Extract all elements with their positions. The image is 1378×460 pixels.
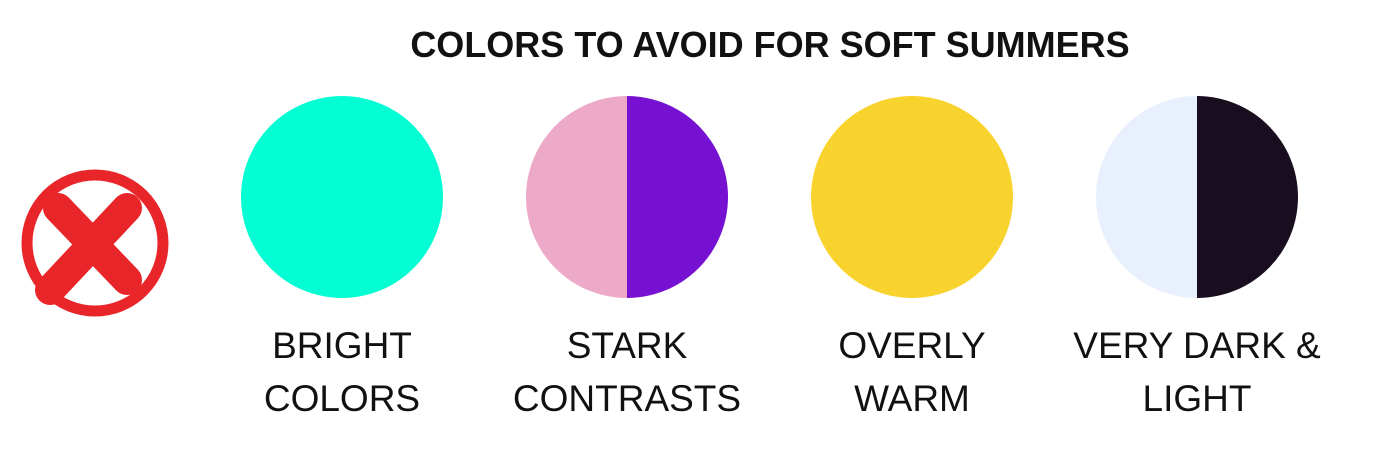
avoid-icon — [21, 169, 169, 317]
swatch-dark-light — [1096, 96, 1298, 298]
labels: BRIGHT COLORS STARK CONTRASTS OVERLY WARM VERY… — [264, 325, 1321, 419]
item-label: BRIGHT — [272, 325, 412, 366]
item-label: CONTRASTS — [513, 378, 741, 419]
swatch-stark — [526, 96, 728, 298]
item-label: VERY DARK & — [1073, 325, 1321, 366]
item-label: OVERLY — [838, 325, 985, 366]
item-label: STARK — [567, 325, 688, 366]
swatch-bright — [241, 96, 443, 298]
item-label: WARM — [854, 378, 970, 419]
swatch-warm — [811, 96, 1013, 298]
title: COLORS TO AVOID FOR SOFT SUMMERS — [410, 24, 1129, 65]
item-label: LIGHT — [1143, 378, 1252, 419]
item-label: COLORS — [264, 378, 420, 419]
